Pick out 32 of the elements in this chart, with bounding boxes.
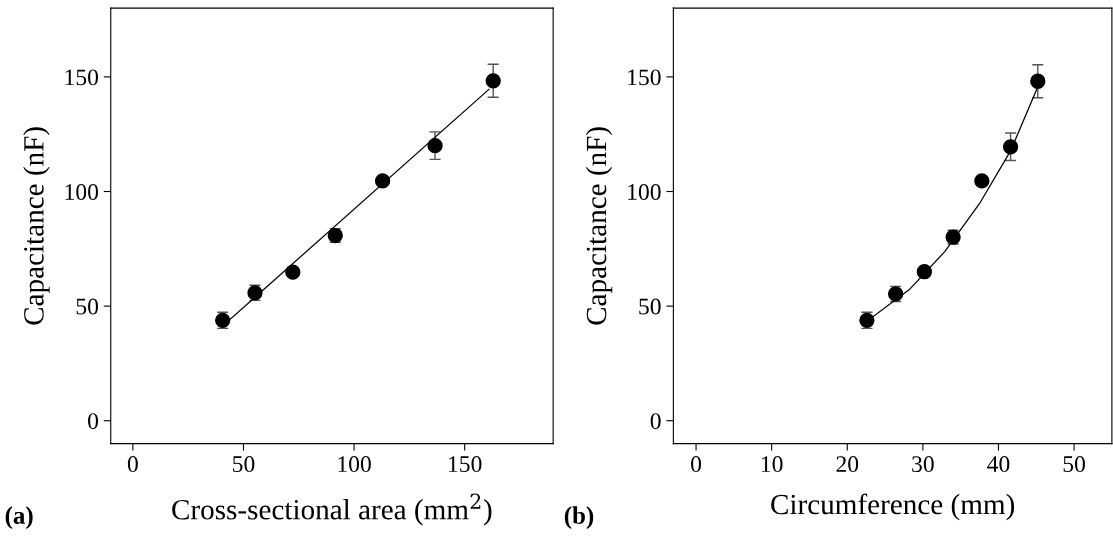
y-axis-title: Capacitance (nF) [585,127,613,325]
y-tick-label: 0 [88,413,99,430]
point [1002,139,1019,155]
y-tick-label: 150 [628,69,661,86]
y-tick-label: 50 [76,298,99,315]
x-tick-label: 50 [1063,456,1085,473]
x-tick-label: 50 [233,456,255,473]
y-tick-label: 100 [628,184,661,200]
text: (a) [5,506,33,529]
point [974,173,990,189]
x-tick-label: 40 [987,456,1010,473]
y-tick-label: 0 [650,413,661,430]
point [285,264,301,280]
x-axis-title: Circumference (mm) [771,493,1015,521]
text: (b) [564,506,594,529]
y-tick-label: 50 [639,298,661,315]
x-axis-title: Cross-sectional area (mm$^{2}$) [172,493,492,526]
x-tick-label: 100 [338,456,371,473]
x-tick-label: 150 [449,456,482,473]
x-tick-label: 20 [836,456,859,473]
x-tick-label: 30 [912,456,934,473]
point [1030,73,1046,89]
x-tick-label: 0 [691,456,702,473]
x-tick-label: 10 [761,456,783,473]
y-axis-title: Capacitance (nF) [23,127,50,325]
point [374,173,391,189]
point [485,73,501,89]
point [427,138,443,154]
point [916,264,933,280]
y-tick-label: 100 [65,184,99,200]
y-tick-label: 150 [65,69,99,86]
x-tick-label: 0 [127,456,138,473]
